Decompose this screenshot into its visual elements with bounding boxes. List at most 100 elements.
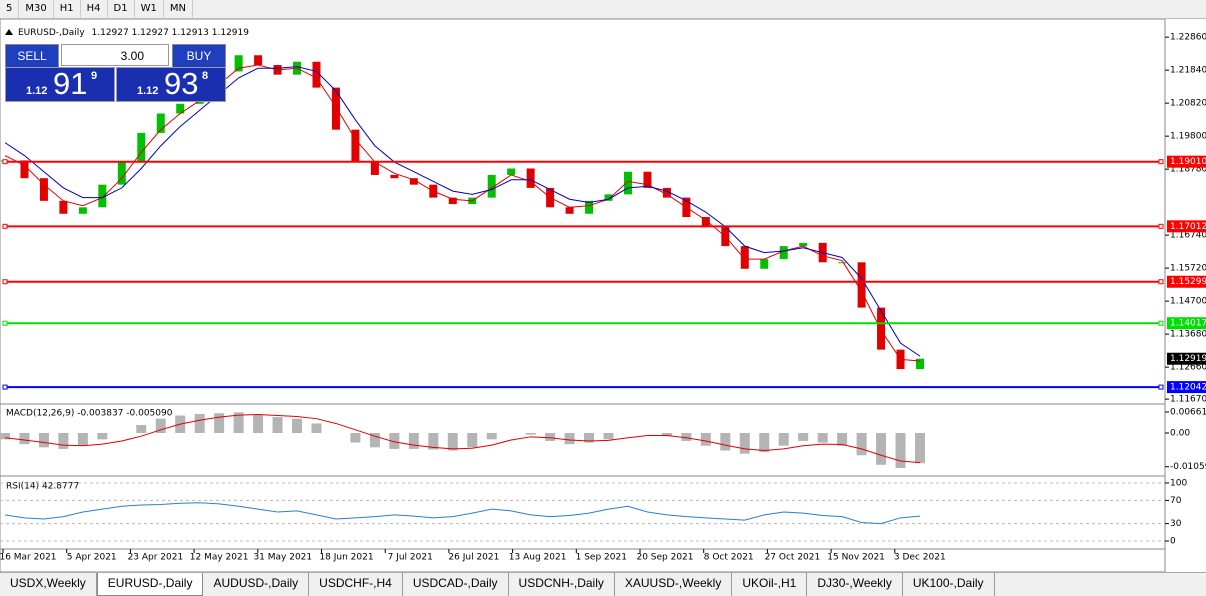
- level-label: 1.14017: [1170, 319, 1206, 329]
- candle: [526, 168, 535, 188]
- y-tick-label: 30: [1170, 519, 1182, 529]
- macd-bar: [759, 433, 770, 453]
- macd-bar: [389, 433, 400, 449]
- candle: [312, 61, 321, 88]
- chart-tabs: USDX,Weekly EURUSD-,Daily AUDUSD-,Daily USD…: [0, 572, 1206, 596]
- macd-bar: [408, 433, 419, 449]
- chart-tab[interactable]: DJ30-,Weekly: [807, 573, 903, 596]
- chart-tab[interactable]: USDCNH-,Daily: [509, 573, 615, 596]
- rsi-line: [4, 502, 921, 525]
- y-tick-label: 1.11670: [1170, 395, 1206, 405]
- x-tick-label: 7 Jul 2021: [388, 553, 433, 563]
- macd-bar: [661, 433, 672, 437]
- x-tick-label: 3 Dec 2021: [894, 553, 946, 563]
- level-tag: [1167, 317, 1206, 330]
- macd-bar: [817, 433, 828, 443]
- x-tick-label: 15 Nov 2021: [827, 553, 885, 563]
- y-tick-label: -0.010598: [1170, 462, 1206, 472]
- macd-bar: [292, 418, 303, 433]
- candle: [623, 171, 632, 195]
- sell-price[interactable]: 1.12 91 9: [5, 66, 115, 102]
- macd-signal: [4, 414, 921, 464]
- timeframe-button[interactable]: H4: [81, 0, 108, 18]
- chart-tab[interactable]: XAUUSD-,Weekly: [615, 573, 733, 596]
- price-pip: 8: [202, 70, 209, 82]
- level-tag: [1167, 220, 1206, 233]
- chart-tab[interactable]: UK100-,Daily: [903, 573, 995, 596]
- candle: [760, 259, 769, 269]
- chart-tab[interactable]: USDCHF-,H4: [309, 573, 403, 596]
- macd-bar: [311, 423, 322, 433]
- chart-tab[interactable]: USDCAD-,Daily: [403, 573, 509, 596]
- candle: [59, 200, 68, 214]
- timeframe-button[interactable]: MN: [164, 0, 193, 18]
- chart-tab[interactable]: UKOil-,H1: [732, 573, 808, 596]
- x-tick-label: 5 Apr 2021: [67, 553, 117, 563]
- level-handle: [2, 159, 8, 165]
- timeframe-button[interactable]: H1: [54, 0, 81, 18]
- one-click-trading: SELL 3.00 BUY 1.12 91 9 1.12 93 8: [5, 44, 226, 102]
- macd-title: MACD(12,26,9) -0.003837 -0.005090: [6, 409, 173, 419]
- x-tick-label: 23 Apr 2021: [128, 553, 184, 563]
- symbol: EURUSD-,Daily: [18, 28, 85, 38]
- price-pip: 9: [91, 70, 98, 82]
- x-tick-label: 27 Oct 2021: [765, 553, 821, 563]
- candle: [98, 184, 107, 208]
- buy-price[interactable]: 1.12 93 8: [116, 66, 226, 102]
- macd-bar: [584, 433, 595, 443]
- macd-bar: [525, 433, 536, 435]
- candle: [857, 262, 866, 308]
- macd-bar: [369, 433, 380, 448]
- collapse-arrow[interactable]: [5, 29, 13, 35]
- timeframe-button[interactable]: D1: [108, 0, 135, 18]
- level-tag: [1167, 275, 1206, 288]
- level-handle: [1158, 279, 1164, 285]
- timeframe-button[interactable]: M30: [19, 0, 54, 18]
- x-tick-label: 12 May 2021: [190, 553, 249, 563]
- macd-bar: [603, 433, 614, 440]
- level-label: 1.17012: [1170, 222, 1206, 232]
- buy-button[interactable]: BUY: [172, 44, 226, 68]
- candle: [234, 55, 243, 72]
- candle: [176, 103, 185, 114]
- macd-bar: [58, 433, 69, 449]
- timeframe-button[interactable]: W1: [135, 0, 164, 18]
- macd-bar: [253, 414, 264, 433]
- x-tick-label: 13 Aug 2021: [509, 553, 567, 563]
- level-handle: [1158, 159, 1164, 165]
- level-tag: [1167, 155, 1206, 168]
- timeframe-button[interactable]: 5: [0, 0, 20, 18]
- y-tick-label: 1.19800: [1170, 132, 1206, 142]
- candle: [662, 187, 671, 198]
- moving-average-fast: [4, 64, 921, 362]
- price-main: 93: [164, 66, 199, 101]
- candle: [448, 197, 457, 205]
- candle: [799, 242, 808, 247]
- x-tick-label: 16 Mar 2021: [0, 553, 57, 563]
- candle: [117, 162, 126, 185]
- y-tick-label: 1.21840: [1170, 66, 1206, 76]
- volume-input[interactable]: 3.00: [61, 44, 169, 66]
- symbol-header: EURUSD-,Daily 1.12927 1.12927 1.12913 1.…: [18, 28, 249, 38]
- level-tag: [1167, 381, 1206, 394]
- chart-tab[interactable]: AUDUSD-,Daily: [203, 573, 310, 596]
- candle: [20, 160, 29, 179]
- y-tick-label: 70: [1170, 496, 1182, 506]
- y-tick-label: 1.20820: [1170, 99, 1206, 109]
- macd-bar: [895, 433, 906, 468]
- chart-tab[interactable]: EURUSD-,Daily: [96, 573, 204, 596]
- candle: [916, 358, 924, 370]
- candle: [565, 207, 574, 214]
- price-prefix: 1.12: [137, 85, 159, 97]
- candle: [838, 262, 847, 264]
- chart-tab[interactable]: USDX,Weekly: [0, 573, 97, 596]
- macd-bar: [194, 413, 205, 433]
- sell-button[interactable]: SELL: [5, 44, 59, 68]
- macd-bar: [19, 433, 30, 445]
- candle: [740, 246, 749, 269]
- current-price-tag: [1167, 352, 1206, 365]
- y-tick-label: 0.00: [1170, 429, 1190, 439]
- macd-bar: [467, 433, 478, 448]
- macd-bar: [915, 433, 925, 464]
- macd-bar: [38, 433, 49, 448]
